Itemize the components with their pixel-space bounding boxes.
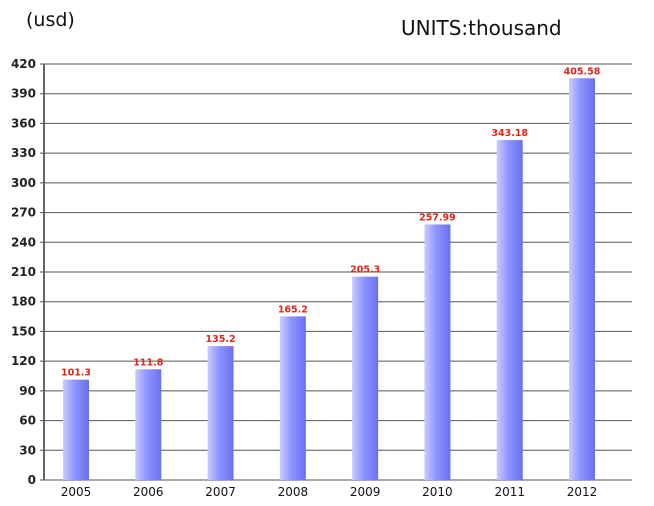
bar-value-label: 165.2: [278, 304, 308, 315]
bar-value-label: 257.99: [419, 212, 456, 223]
y-tick-label: 240: [11, 235, 36, 249]
y-tick-label: 300: [11, 176, 36, 190]
x-tick-label: 2011: [494, 485, 525, 499]
y-tick-label: 60: [19, 414, 36, 428]
y-tick-label: 270: [11, 206, 36, 220]
bar: [424, 224, 451, 480]
y-unit-label: (usd): [26, 9, 75, 31]
y-tick-label: 210: [11, 265, 36, 279]
bar: [279, 316, 306, 480]
y-tick-label: 30: [19, 443, 36, 457]
bar: [135, 369, 162, 480]
units-note: UNITS:thousand: [401, 16, 562, 40]
y-tick-label: 360: [11, 116, 36, 130]
bar-value-label: 205.3: [350, 265, 380, 276]
y-tick-label: 90: [19, 384, 36, 398]
y-tick-label: 0: [28, 473, 36, 487]
y-tick-label: 120: [11, 354, 36, 368]
x-tick-label: 2007: [205, 485, 236, 499]
x-tick-label: 2008: [278, 485, 309, 499]
x-tick-label: 2012: [567, 485, 598, 499]
bar: [569, 78, 595, 481]
bar-value-label: 405.58: [564, 66, 601, 77]
bar: [63, 379, 89, 480]
y-tick-label: 180: [11, 295, 36, 309]
bar: [207, 346, 234, 480]
x-tick-label: 2005: [61, 485, 92, 499]
x-tick-label: 2010: [422, 485, 453, 499]
bar: [352, 276, 379, 480]
y-tick-label: 420: [11, 57, 36, 71]
bar-value-label: 111.8: [133, 357, 163, 368]
y-tick-label: 150: [11, 324, 36, 338]
bar-value-label: 343.18: [491, 128, 528, 139]
x-tick-label: 2009: [350, 485, 381, 499]
bar-value-label: 101.3: [61, 368, 91, 379]
bar: [496, 140, 523, 480]
x-tick-label: 2006: [133, 485, 164, 499]
y-tick-label: 330: [11, 146, 36, 160]
bar-value-label: 135.2: [206, 334, 236, 345]
y-tick-label: 390: [11, 87, 36, 101]
